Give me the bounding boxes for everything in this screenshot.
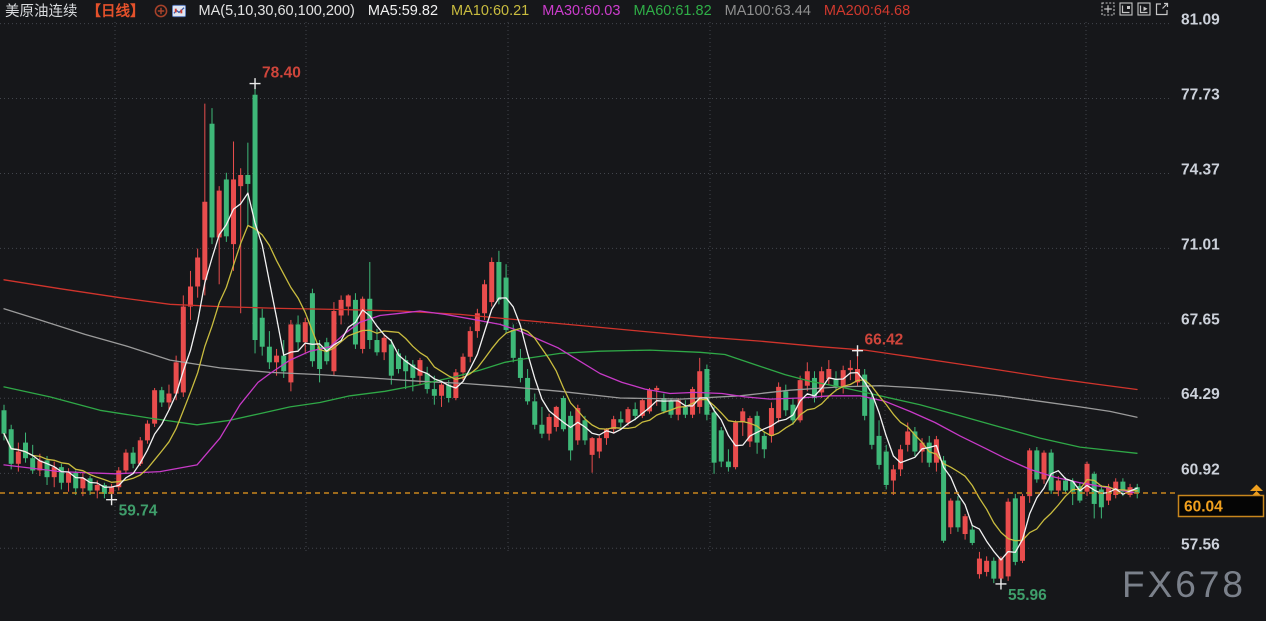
price-annotation: 78.40 bbox=[262, 65, 301, 82]
watermark: FX678 bbox=[1121, 564, 1246, 605]
cross-marker bbox=[852, 345, 864, 357]
cross-marker bbox=[106, 494, 118, 506]
ma10-value: MA10:60.21 bbox=[451, 2, 530, 19]
y-axis-label: 64.29 bbox=[1181, 386, 1220, 403]
cross-marker bbox=[249, 78, 261, 90]
current-price-tag: 60.04 bbox=[1177, 484, 1265, 518]
y-axis-label: 57.56 bbox=[1181, 536, 1220, 553]
candles-layer bbox=[1, 83, 1140, 584]
chart-header: 美原油连续 【日线】 MA(5,10,30,60,100,200) MA5:59… bbox=[5, 0, 910, 21]
y-axis-label: 74.37 bbox=[1181, 161, 1220, 178]
y-axis-label: 81.09 bbox=[1181, 12, 1220, 29]
grid-layer: 81.09 77.73 74.37 71.01 67.65 64.29 60.92 57.56 bbox=[0, 12, 1220, 553]
ma200-value: MA200:64.68 bbox=[823, 2, 911, 19]
chart-toolbar bbox=[1101, 2, 1169, 16]
pan-crosshair-icon[interactable] bbox=[1101, 2, 1115, 16]
cross-marker bbox=[995, 578, 1007, 590]
up-arrow-icon bbox=[1250, 484, 1263, 491]
ma100-value: MA100:63.44 bbox=[724, 2, 811, 19]
chart-play-icon[interactable] bbox=[1137, 2, 1151, 16]
annotations-layer: 78.40 59.74 66.42 55.96 bbox=[106, 65, 1047, 604]
ma5-value: MA5:59.82 bbox=[367, 2, 439, 19]
chart-window-icon[interactable] bbox=[1119, 2, 1133, 16]
price-annotation: 59.74 bbox=[119, 503, 158, 520]
symbol-title: 美原油连续 bbox=[5, 4, 78, 20]
ma-group-label: MA(5,10,30,60,100,200) bbox=[198, 2, 355, 19]
period-label: 【日线】 bbox=[86, 4, 145, 20]
y-axis-label: 71.01 bbox=[1181, 236, 1220, 253]
y-axis-label: 77.73 bbox=[1181, 87, 1220, 104]
current-price-value: 60.04 bbox=[1184, 499, 1223, 516]
mini-candlestick-icon[interactable] bbox=[171, 4, 186, 18]
price-annotation: 55.96 bbox=[1008, 587, 1047, 604]
ma60-value: MA60:61.82 bbox=[633, 2, 712, 19]
y-axis-label: 67.65 bbox=[1181, 311, 1220, 328]
y-axis-label: 60.92 bbox=[1181, 461, 1220, 478]
open-external-icon[interactable] bbox=[1155, 2, 1169, 16]
circled-plus-icon[interactable] bbox=[154, 4, 168, 18]
price-annotation: 66.42 bbox=[865, 332, 904, 349]
ma30-value: MA30:60.03 bbox=[542, 2, 621, 19]
ma-lines-layer bbox=[3, 192, 1138, 561]
